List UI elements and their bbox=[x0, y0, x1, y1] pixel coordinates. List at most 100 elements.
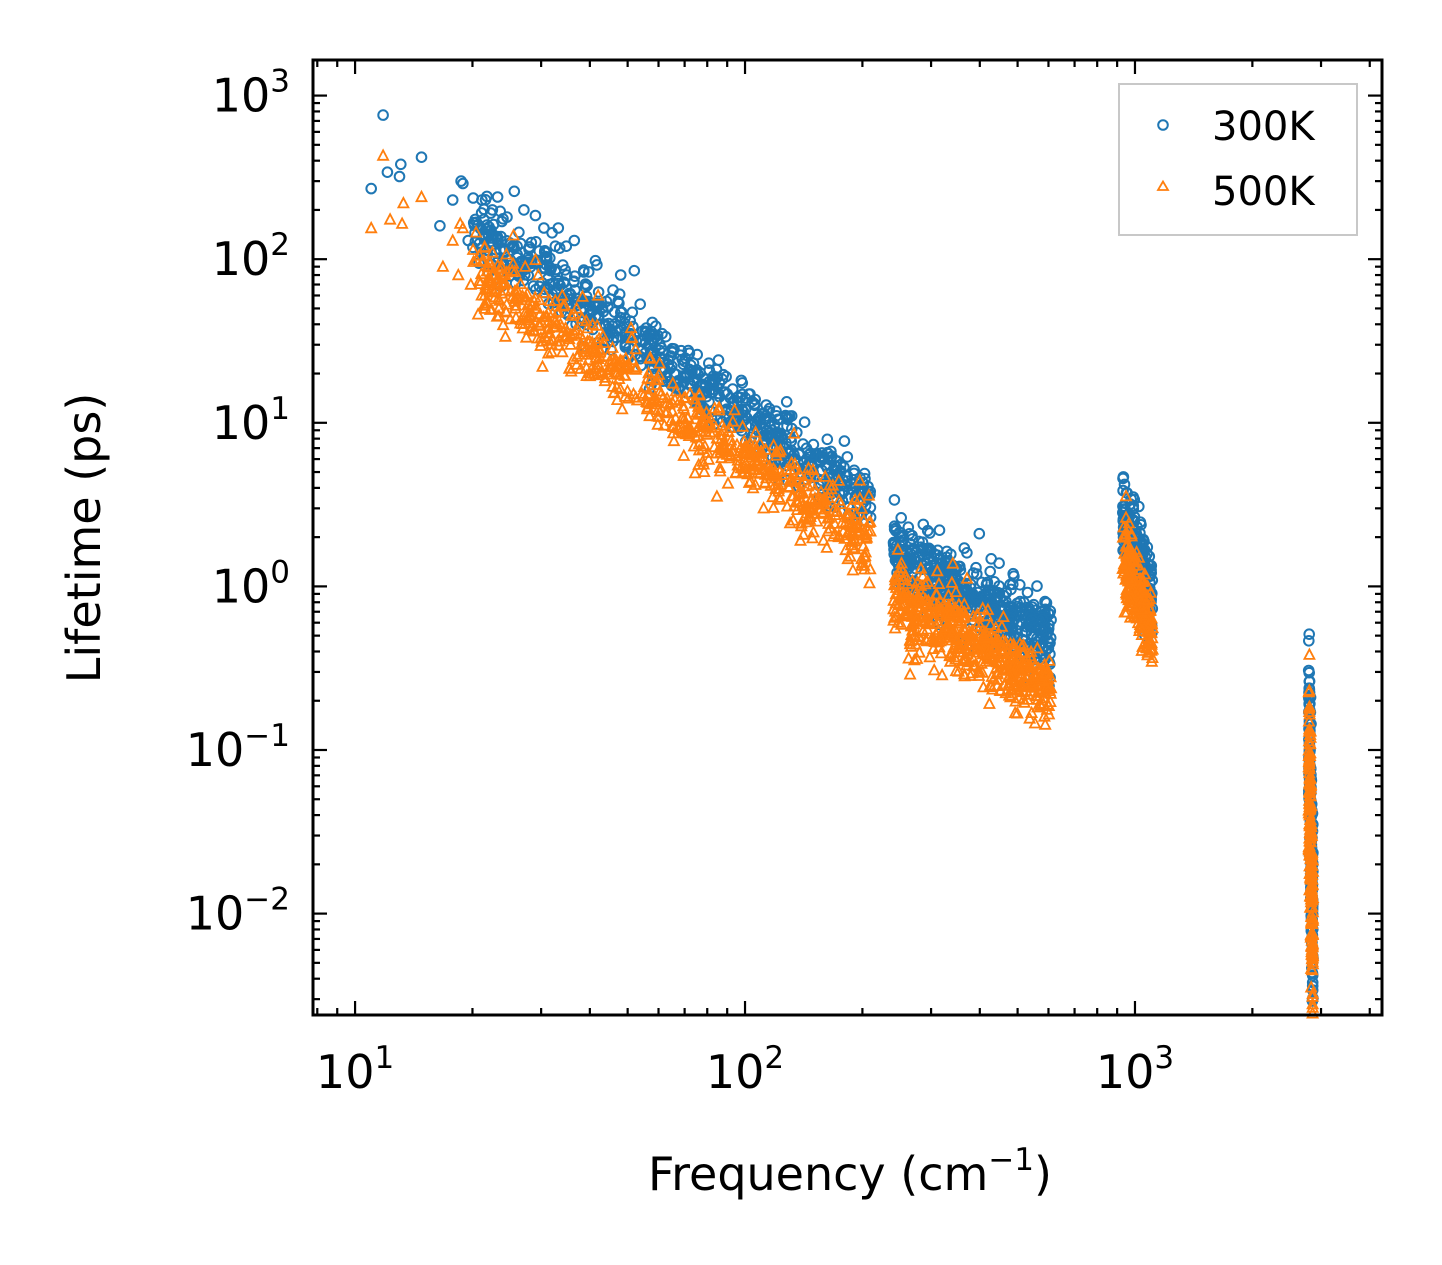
data-point-500K bbox=[1306, 927, 1320, 940]
data-point-300K bbox=[1019, 625, 1032, 638]
data-point-300K bbox=[762, 429, 774, 441]
data-point-300K bbox=[677, 358, 690, 371]
data-point-500K bbox=[1303, 834, 1317, 847]
data-point-500K bbox=[1302, 756, 1316, 770]
data-point-300K bbox=[539, 245, 551, 257]
data-point-500K bbox=[1004, 689, 1017, 703]
data-point-500K bbox=[810, 514, 824, 527]
data-point-300K bbox=[549, 240, 562, 252]
data-point-500K bbox=[963, 668, 977, 681]
data-point-300K bbox=[640, 326, 652, 339]
data-point-500K bbox=[738, 444, 752, 458]
data-point-500K bbox=[499, 247, 513, 260]
data-point-300K bbox=[895, 512, 908, 524]
data-point-500K bbox=[649, 372, 663, 386]
data-point-500K bbox=[620, 362, 634, 375]
data-point-500K bbox=[1133, 581, 1146, 594]
data-point-500K bbox=[713, 440, 726, 454]
data-point-300K bbox=[581, 279, 593, 292]
data-point-300K bbox=[684, 368, 696, 380]
data-point-500K bbox=[548, 314, 562, 328]
data-point-500K bbox=[1306, 950, 1320, 963]
series-layer bbox=[364, 109, 1320, 1019]
data-point-300K bbox=[749, 421, 762, 433]
x-axis-label-suffix: ) bbox=[1034, 1147, 1052, 1201]
data-point-500K bbox=[814, 502, 828, 515]
data-point-300K bbox=[735, 374, 748, 387]
data-point-500K bbox=[677, 411, 691, 425]
data-point-500K bbox=[581, 320, 594, 334]
data-point-300K bbox=[469, 213, 482, 226]
data-point-500K bbox=[834, 496, 848, 510]
data-point-500K bbox=[1305, 962, 1319, 976]
data-point-500K bbox=[797, 510, 811, 523]
data-point-500K bbox=[999, 634, 1012, 647]
data-point-500K bbox=[855, 555, 869, 568]
data-point-300K bbox=[377, 109, 389, 121]
data-point-500K bbox=[1303, 844, 1317, 857]
data-point-500K bbox=[1039, 661, 1053, 674]
data-point-500K bbox=[817, 533, 830, 546]
data-point-500K bbox=[729, 465, 743, 479]
data-point-500K bbox=[643, 351, 657, 364]
data-point-500K bbox=[692, 419, 706, 432]
data-point-500K bbox=[478, 240, 492, 253]
data-point-500K bbox=[772, 490, 786, 503]
data-point-500K bbox=[920, 633, 934, 647]
data-point-300K bbox=[550, 283, 563, 296]
x-tick-label: 101 bbox=[316, 1040, 394, 1099]
data-point-500K bbox=[1145, 654, 1159, 667]
data-point-500K bbox=[943, 654, 957, 667]
data-point-500K bbox=[1304, 851, 1318, 864]
data-point-500K bbox=[736, 419, 750, 432]
data-point-500K bbox=[894, 617, 908, 630]
data-point-500K bbox=[677, 426, 691, 439]
data-point-500K bbox=[1127, 553, 1141, 566]
data-point-500K bbox=[759, 470, 773, 484]
data-point-500K bbox=[745, 457, 759, 471]
data-point-500K bbox=[651, 394, 665, 408]
data-point-500K bbox=[598, 373, 612, 387]
data-point-500K bbox=[451, 267, 465, 281]
data-point-500K bbox=[644, 381, 658, 395]
data-point-500K bbox=[1139, 608, 1153, 621]
data-point-500K bbox=[1013, 662, 1027, 675]
data-point-500K bbox=[471, 307, 485, 320]
data-point-500K bbox=[489, 283, 503, 297]
y-tick-label: 101 bbox=[212, 391, 290, 450]
data-point-500K bbox=[475, 254, 489, 267]
data-point-500K bbox=[576, 289, 589, 302]
data-point-500K bbox=[654, 387, 668, 401]
data-point-500K bbox=[1306, 1006, 1320, 1019]
data-point-300K bbox=[654, 338, 666, 351]
data-point-500K bbox=[660, 404, 674, 417]
data-point-500K bbox=[475, 288, 489, 301]
data-point-500K bbox=[477, 253, 491, 266]
data-point-500K bbox=[555, 344, 569, 358]
data-point-300K bbox=[841, 451, 854, 463]
data-point-500K bbox=[977, 628, 991, 641]
data-point-300K bbox=[785, 435, 798, 448]
data-point-500K bbox=[1302, 701, 1316, 714]
data-point-500K bbox=[558, 298, 572, 311]
data-point-500K bbox=[1028, 716, 1042, 729]
data-point-500K bbox=[536, 359, 549, 372]
data-point-500K bbox=[509, 310, 523, 323]
y-tick-label: 10−1 bbox=[186, 718, 290, 777]
data-point-500K bbox=[1126, 582, 1140, 595]
data-point-500K bbox=[766, 500, 780, 513]
data-point-500K bbox=[859, 545, 873, 558]
data-point-500K bbox=[700, 427, 714, 440]
data-point-500K bbox=[949, 635, 963, 648]
data-point-500K bbox=[757, 501, 771, 514]
data-point-500K bbox=[376, 148, 390, 161]
data-point-500K bbox=[1003, 668, 1017, 681]
data-point-500K bbox=[987, 641, 1001, 654]
plot-area-frame bbox=[311, 58, 1384, 1017]
data-point-500K bbox=[666, 419, 680, 433]
data-point-500K bbox=[1145, 650, 1159, 663]
data-point-500K bbox=[610, 392, 624, 406]
data-point-500K bbox=[832, 473, 846, 486]
data-point-500K bbox=[1025, 705, 1039, 718]
ticks-layer: 101 102 103 10−2 10−1 100 101 102 103 bbox=[186, 60, 1382, 1099]
